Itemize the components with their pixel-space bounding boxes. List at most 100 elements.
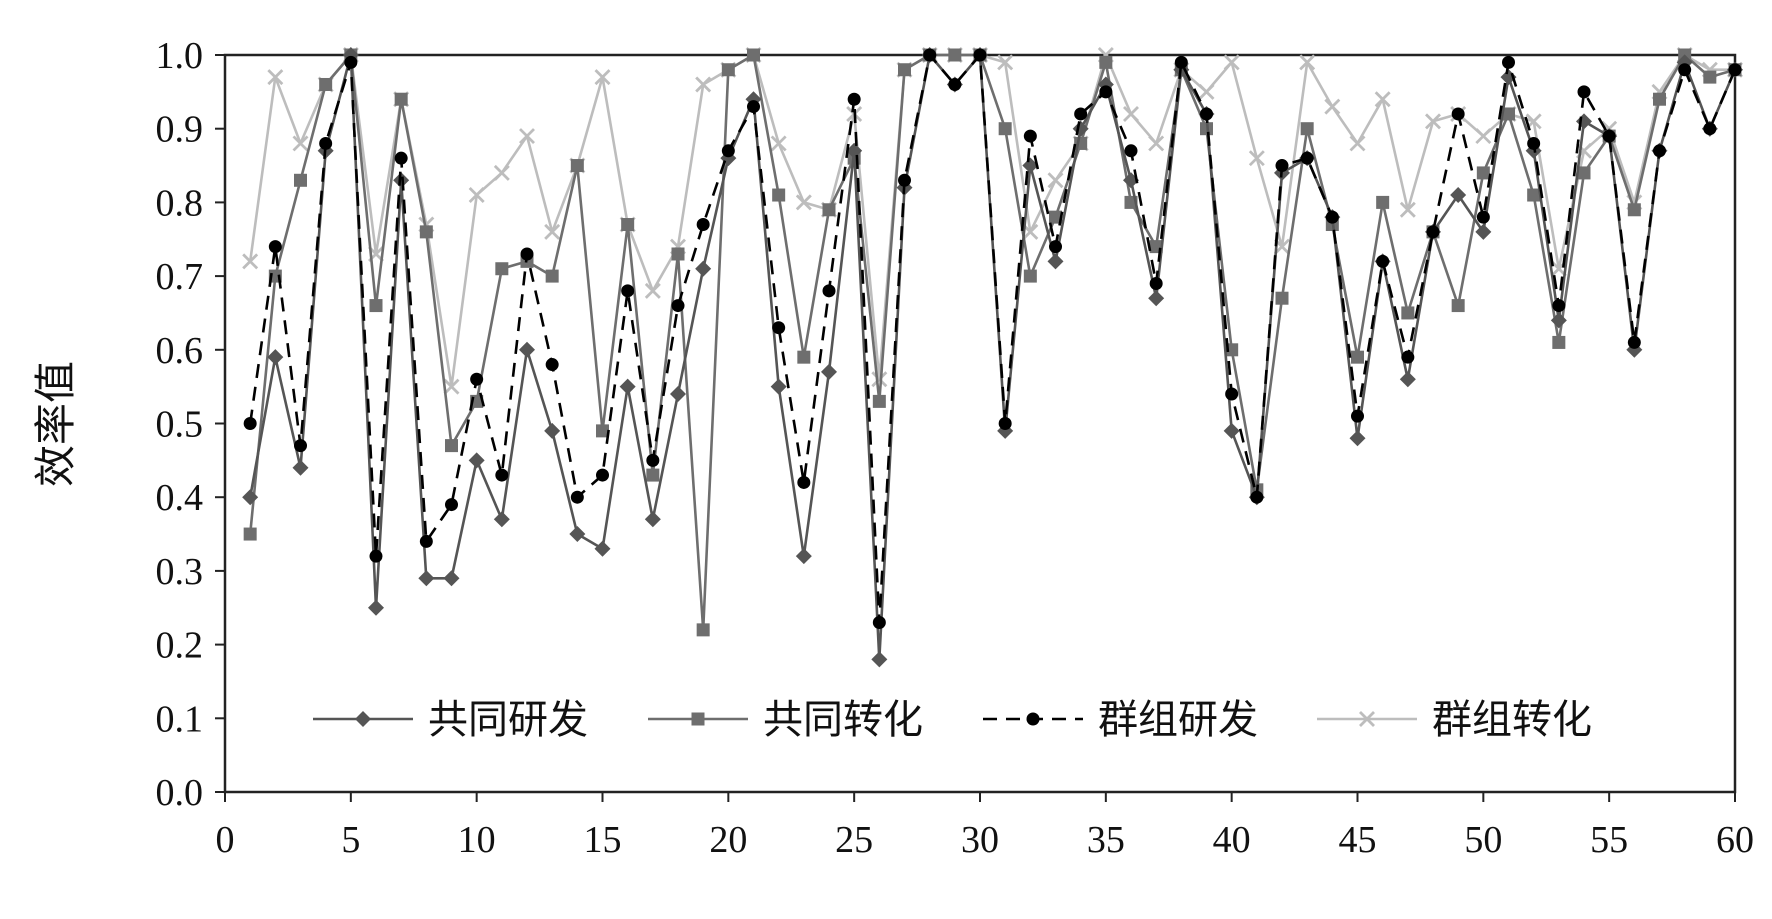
data-point [1376, 195, 1390, 209]
data-point [545, 358, 559, 372]
data-point [1527, 188, 1541, 202]
data-point [1653, 92, 1666, 106]
legend: 共同研发 共同转化 群组研发 群组转化 [313, 697, 1592, 743]
data-point [998, 122, 1012, 136]
data-point [419, 225, 433, 239]
data-point [1703, 122, 1717, 136]
y-tick-label: 0.5 [156, 404, 204, 446]
data-point [1074, 107, 1088, 121]
data-point [419, 534, 433, 548]
data-point [1248, 150, 1265, 167]
data-point [1223, 422, 1240, 439]
data-point [770, 378, 787, 395]
data-point [1451, 299, 1465, 313]
legend-marker [355, 711, 371, 727]
data-point [493, 511, 510, 528]
legend-item-3: 群组研发 [983, 697, 1258, 743]
data-point [495, 468, 509, 482]
data-point [1401, 350, 1415, 364]
data-point [1376, 254, 1390, 268]
data-point [1324, 98, 1341, 115]
data-point [1123, 105, 1139, 122]
x-tick-label: 25 [835, 819, 873, 861]
data-point [997, 54, 1014, 71]
data-point [695, 260, 712, 277]
data-point [847, 92, 861, 106]
data-point [267, 69, 284, 86]
data-point [569, 526, 586, 543]
x-tick-label: 20 [709, 819, 747, 861]
data-point [1502, 55, 1515, 69]
legend-marker [691, 712, 705, 726]
y-tick-label: 0.1 [156, 698, 204, 740]
data-point [470, 372, 484, 386]
data-point [621, 218, 635, 232]
series-2 [243, 48, 1742, 637]
data-point [671, 247, 685, 261]
data-point [822, 203, 836, 217]
x-tick-label: 40 [1213, 819, 1251, 861]
data-point [948, 48, 962, 62]
data-point [1502, 107, 1515, 121]
legend-marker [1359, 711, 1375, 727]
data-point [646, 468, 660, 482]
data-point [445, 439, 458, 453]
data-point [1148, 290, 1165, 307]
data-point [1577, 166, 1591, 180]
data-point [268, 240, 282, 254]
data-point [1451, 107, 1465, 121]
data-point [243, 417, 257, 430]
data-point [1300, 122, 1314, 136]
data-point [1476, 210, 1490, 224]
data-point [1475, 223, 1492, 240]
data-point [1450, 187, 1467, 204]
data-point [646, 453, 660, 467]
legend-item-2: 共同转化 [648, 697, 923, 743]
data-point [695, 76, 712, 93]
data-point [1200, 107, 1213, 121]
data-point [1174, 55, 1188, 69]
data-point [294, 439, 307, 453]
data-point [1047, 253, 1064, 270]
x-tick-label: 35 [1087, 819, 1125, 861]
data-point [1149, 276, 1163, 290]
data-point [747, 48, 760, 62]
data-point [871, 651, 888, 668]
data-point [1627, 203, 1641, 217]
data-point [468, 187, 485, 204]
series-line [248, 53, 1736, 632]
data-point [770, 135, 787, 152]
data-point [772, 188, 786, 202]
y-tick-label: 0.6 [156, 330, 204, 372]
y-tick-label: 0.9 [156, 109, 204, 151]
x-tick-label: 10 [458, 819, 496, 861]
data-point [797, 350, 811, 364]
series-line [248, 53, 1737, 661]
y-tick-label: 0.2 [156, 625, 204, 667]
series-3 [243, 48, 1742, 629]
data-point [1049, 210, 1062, 224]
data-point [1300, 151, 1314, 165]
data-point [721, 63, 735, 77]
series-layer [242, 47, 1743, 668]
data-point [1602, 129, 1616, 143]
data-point [872, 394, 886, 408]
data-point [846, 142, 863, 159]
x-tick-label: 50 [1464, 819, 1502, 861]
data-point [670, 386, 686, 403]
data-point [795, 194, 812, 211]
data-point [1023, 269, 1037, 283]
legend-label: 群组研发 [1098, 697, 1258, 743]
data-point [242, 253, 259, 270]
data-point [1653, 144, 1666, 158]
data-point [1023, 129, 1037, 143]
data-point [1325, 210, 1339, 224]
y-tick-label: 0.7 [156, 256, 204, 298]
data-point [1550, 312, 1567, 329]
data-point [1299, 54, 1316, 71]
data-point [493, 164, 510, 181]
legend-marker [1026, 712, 1040, 726]
data-point [267, 349, 284, 366]
data-point [1351, 409, 1364, 423]
data-point [797, 475, 811, 489]
